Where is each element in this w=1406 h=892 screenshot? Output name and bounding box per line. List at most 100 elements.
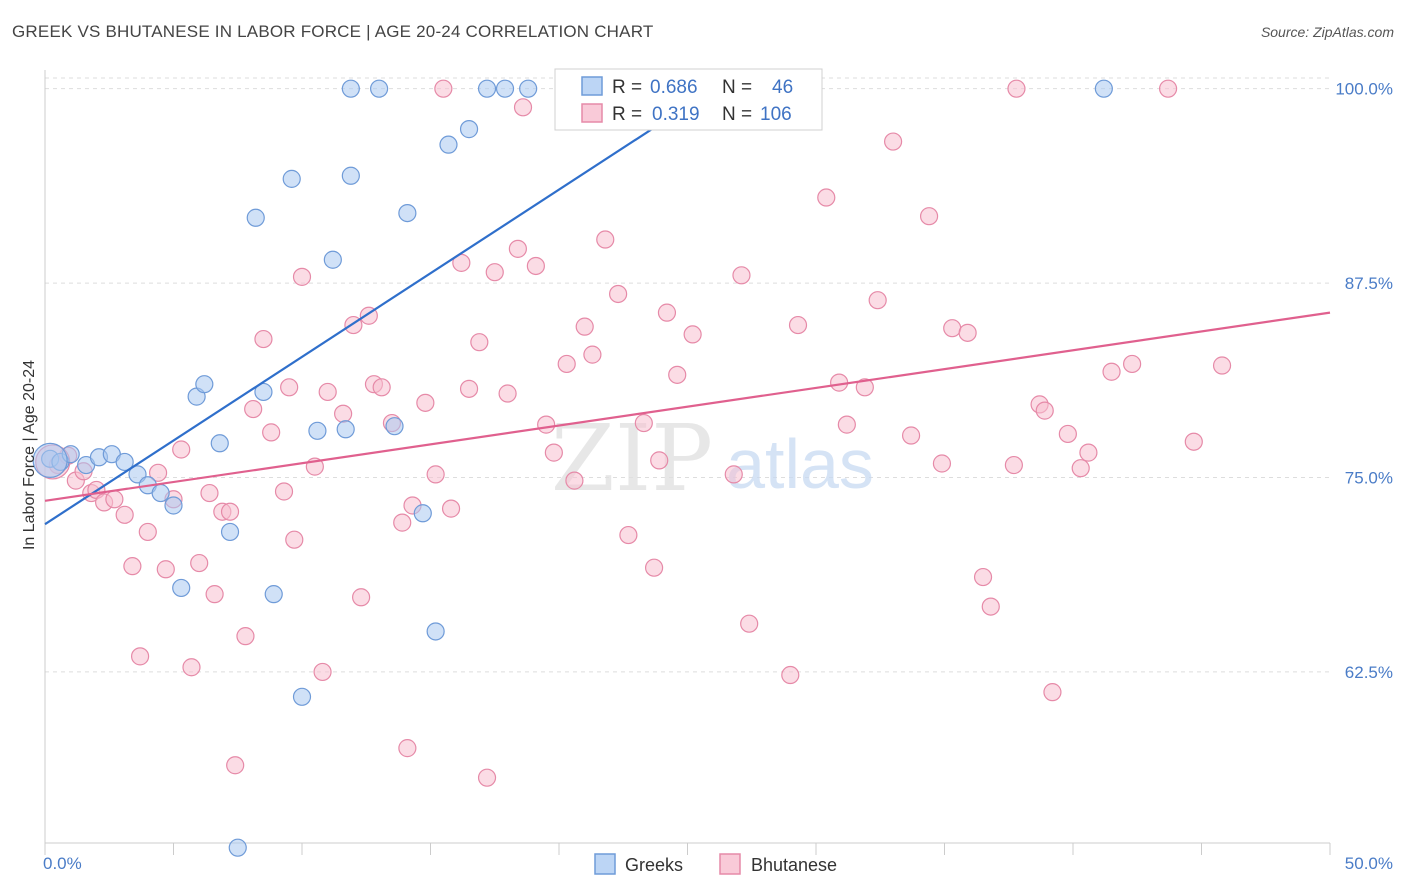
- greeks-point: [246, 208, 265, 227]
- bhutanese-point: [1007, 79, 1026, 98]
- bhutanese-point: [544, 443, 563, 462]
- y-tick-label: 75.0%: [1345, 468, 1393, 487]
- bhutanese-point: [292, 267, 312, 286]
- greeks-point: [398, 203, 417, 223]
- chart-title: GREEK VS BHUTANESE IN LABOR FORCE | AGE …: [12, 22, 654, 41]
- greeks-point: [115, 452, 134, 472]
- bhutanese-point: [981, 597, 1000, 616]
- bhutanese-point: [318, 382, 337, 402]
- bhutanese-point: [1043, 683, 1062, 702]
- bhutanese-point: [115, 505, 134, 524]
- grid-lines: [45, 77, 1330, 673]
- bhutanese-point: [205, 585, 224, 604]
- bhutanese-point: [285, 530, 304, 549]
- bhutanese-point: [634, 413, 653, 433]
- greeks-point: [308, 421, 327, 440]
- bhutanese-point: [441, 499, 461, 518]
- y-tick-label: 62.5%: [1345, 663, 1393, 682]
- bhutanese-point: [220, 502, 240, 521]
- greeks-point: [172, 578, 191, 598]
- bhutanese-point: [244, 399, 263, 419]
- bhutanese-point: [123, 557, 142, 576]
- bhutanese-point: [226, 756, 245, 775]
- bhutanese-point: [393, 513, 412, 532]
- greeks-point: [341, 166, 360, 185]
- bhutanese-point: [1123, 354, 1142, 374]
- bhutanese-point: [1035, 401, 1054, 420]
- bhutanese-point: [1058, 424, 1077, 444]
- bhutanese-point: [817, 188, 836, 207]
- bhutanese-point: [156, 560, 175, 579]
- bhutanese-point: [1071, 459, 1090, 478]
- greeks-point: [459, 120, 479, 139]
- bhutanese-point: [274, 482, 294, 501]
- bhutanese-point: [334, 404, 353, 423]
- chart-source: Source: ZipAtlas.com: [1260, 24, 1394, 40]
- bottom-legend-bhutanese-label: Bhutanese: [751, 855, 837, 875]
- bhutanese-point: [485, 263, 504, 282]
- greeks-point: [341, 79, 360, 98]
- greeks-point: [519, 79, 538, 98]
- bhutanese-point: [1079, 443, 1098, 462]
- bottom-legend-greeks-label: Greeks: [625, 855, 683, 875]
- bhutanese-point: [740, 614, 759, 633]
- bhutanese-point: [575, 317, 594, 336]
- bhutanese-point: [557, 354, 576, 374]
- bhutanese-point: [105, 490, 124, 509]
- bhutanese-point: [280, 378, 299, 397]
- bhutanese-point: [498, 384, 517, 403]
- greeks-point: [151, 483, 170, 503]
- bhutanese-point: [190, 553, 209, 573]
- bhutanese-point: [1184, 432, 1203, 451]
- bottom-legend: Greeks Bhutanese: [594, 853, 837, 875]
- bhutanese-point: [262, 423, 281, 442]
- bhutanese-point: [254, 329, 273, 349]
- bhutanese-point: [426, 465, 445, 484]
- bhutanese-point: [470, 333, 489, 352]
- greeks-point: [370, 79, 389, 98]
- bhutanese-point: [313, 662, 332, 682]
- bhutanese-point: [650, 451, 669, 470]
- watermark-atlas: atlas: [726, 425, 874, 503]
- bhutanese-point: [868, 291, 887, 310]
- greeks-point: [439, 135, 458, 154]
- bottom-legend-bhutanese-swatch: [719, 853, 741, 875]
- zipatlas-watermark: ZIP atlas: [551, 405, 874, 512]
- bhutanese-point: [1102, 362, 1121, 381]
- bhutanese-point: [372, 378, 391, 397]
- bhutanese-point: [619, 525, 638, 545]
- bhutanese-point: [182, 658, 201, 677]
- bhutanese-point: [416, 393, 435, 412]
- greeks-trend-line: [44, 79, 727, 526]
- greeks-point: [477, 79, 497, 98]
- bhutanese-point: [958, 323, 977, 342]
- bhutanese-point: [883, 132, 903, 151]
- bhutanese-point: [537, 415, 556, 434]
- watermark-zip: ZIP: [551, 405, 713, 512]
- y-tick-label: 100.0%: [1335, 80, 1393, 99]
- bhutanese-point: [477, 768, 497, 787]
- greeks-point: [282, 169, 301, 188]
- legend-greeks-n-value: 46: [772, 77, 793, 98]
- bhutanese-point: [932, 454, 952, 473]
- bhutanese-point: [508, 239, 527, 258]
- bhutanese-point: [459, 379, 479, 398]
- bhutanese-point: [434, 79, 453, 98]
- bhutanese-point: [138, 522, 157, 542]
- bhutanese-trend-line: [44, 311, 1331, 502]
- bhutanese-point: [943, 319, 962, 338]
- bhutanese-point: [1004, 455, 1023, 475]
- legend-bhutanese-n-label: N =: [722, 104, 752, 125]
- greeks-point: [426, 622, 445, 641]
- x-tick-label: 0.0%: [43, 854, 82, 873]
- bhutanese-point: [352, 588, 371, 607]
- legend-bhutanese-swatch: [581, 103, 603, 123]
- bhutanese-point: [657, 303, 677, 322]
- greeks-point: [228, 838, 247, 857]
- bhutanese-point: [855, 378, 874, 397]
- greeks-point: [1094, 79, 1113, 98]
- legend-bhutanese-n-value: 106: [760, 104, 792, 125]
- greeks-point: [210, 434, 229, 453]
- y-axis-label: In Labor Force | Age 20-24: [21, 360, 38, 550]
